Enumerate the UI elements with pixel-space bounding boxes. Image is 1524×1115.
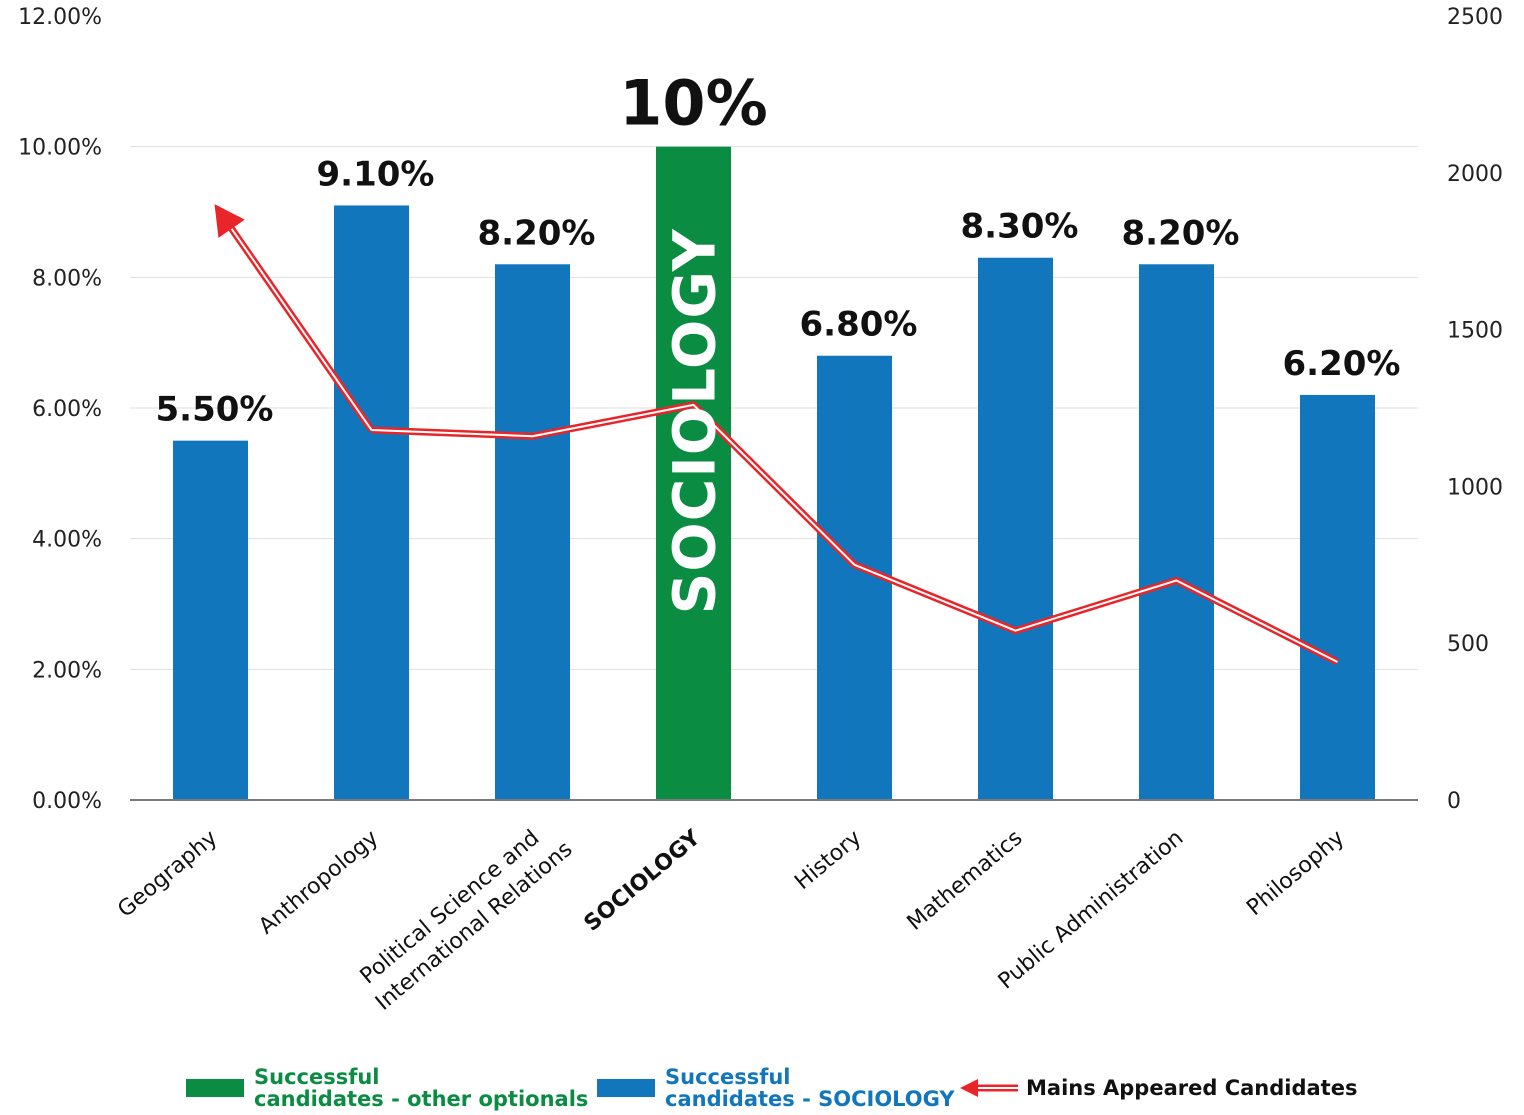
category-label-line: Philosophy [1242,825,1349,920]
category-label: History [790,825,866,894]
category-label: Philosophy [1242,825,1349,920]
mains-appeared-line [214,204,1340,666]
data-label: 10% [619,67,767,140]
legend-item-sociology: Successful candidates - SOCIOLOGY [597,1062,955,1114]
left-axis-tick-label: 6.00% [32,397,102,422]
category-label: Public Administration [994,825,1189,994]
category-label: SOCIOLOGY [580,825,706,937]
data-label: 5.50% [156,390,274,430]
data-label: 8.20% [478,213,596,253]
bar [1300,394,1375,800]
category-label-line: SOCIOLOGY [580,825,706,937]
legend-item-other-optionals: Successful candidates - other optionals [186,1062,588,1114]
category-label: Geography [113,825,222,922]
right-axis-tick-label: 2000 [1447,162,1503,187]
category-label-line: Mathematics [903,825,1028,935]
arrow-head-icon [214,204,245,238]
right-axis-tick-label: 500 [1447,632,1489,657]
left-axis-tick-label: 0.00% [32,789,102,814]
bar-inner-label: SOCIOLOGY [661,228,729,614]
bars [173,146,1375,800]
legend-swatch-green [186,1079,244,1097]
data-label: 8.30% [961,207,1079,247]
chart: SOCIOLOGY 5.50% 9.10% 8.20% 10% 6.80% 8.30% 8.2… [18,5,1503,1016]
bar [495,264,570,800]
category-label-line: History [790,825,866,894]
legend-label-green-line2: candidates - other optionals [254,1087,589,1111]
category-label-line: Public Administration [994,825,1189,994]
data-label: 8.20% [1122,213,1240,253]
bar [978,257,1053,800]
legend-label-line: Mains Appeared Candidates [1026,1076,1358,1100]
arrow-shaft-core [222,216,373,431]
category-label: Mathematics [903,825,1028,935]
data-label: 6.80% [800,305,918,345]
right-axis-tick-label: 0 [1447,789,1461,814]
data-labels: SOCIOLOGY 5.50% 9.10% 8.20% 10% 6.80% 8.30% 8.2… [156,67,1401,615]
bar [334,205,409,800]
category-label-line: International Relations [371,837,577,1016]
bar-highlight [656,146,731,800]
legend-label-blue-line1: Successful [665,1065,791,1089]
left-axis-tick-label: 4.00% [32,528,102,553]
bar [1139,264,1214,800]
legend-label-blue-line2: candidates - SOCIOLOGY [665,1087,955,1111]
category-label-line: Geography [113,825,222,922]
left-axis-tick-label: 10.00% [18,136,102,161]
legend-label-green-line1: Successful [254,1065,380,1089]
category-label-line: Anthropology [254,825,383,939]
left-axis-tick-label: 8.00% [32,266,102,291]
legend-swatch-blue [597,1079,655,1097]
right-axis-tick-label: 2500 [1447,5,1503,30]
line-core [371,403,1338,663]
left-axis-tick-label: 12.00% [18,5,102,30]
right-axis-tick-label: 1000 [1447,475,1503,500]
legend-arrow-icon [960,1079,1018,1097]
category-label: Anthropology [254,825,383,939]
data-label: 6.20% [1283,344,1401,384]
category-label: Political Science andInternational Relat… [352,814,578,1016]
bar [173,440,248,800]
data-label: 9.10% [317,154,435,194]
left-axis-tick-label: 2.00% [32,658,102,683]
right-axis-tick-label: 1500 [1447,319,1503,344]
legend-item-mains-appeared: Mains Appeared Candidates [958,1062,1357,1114]
